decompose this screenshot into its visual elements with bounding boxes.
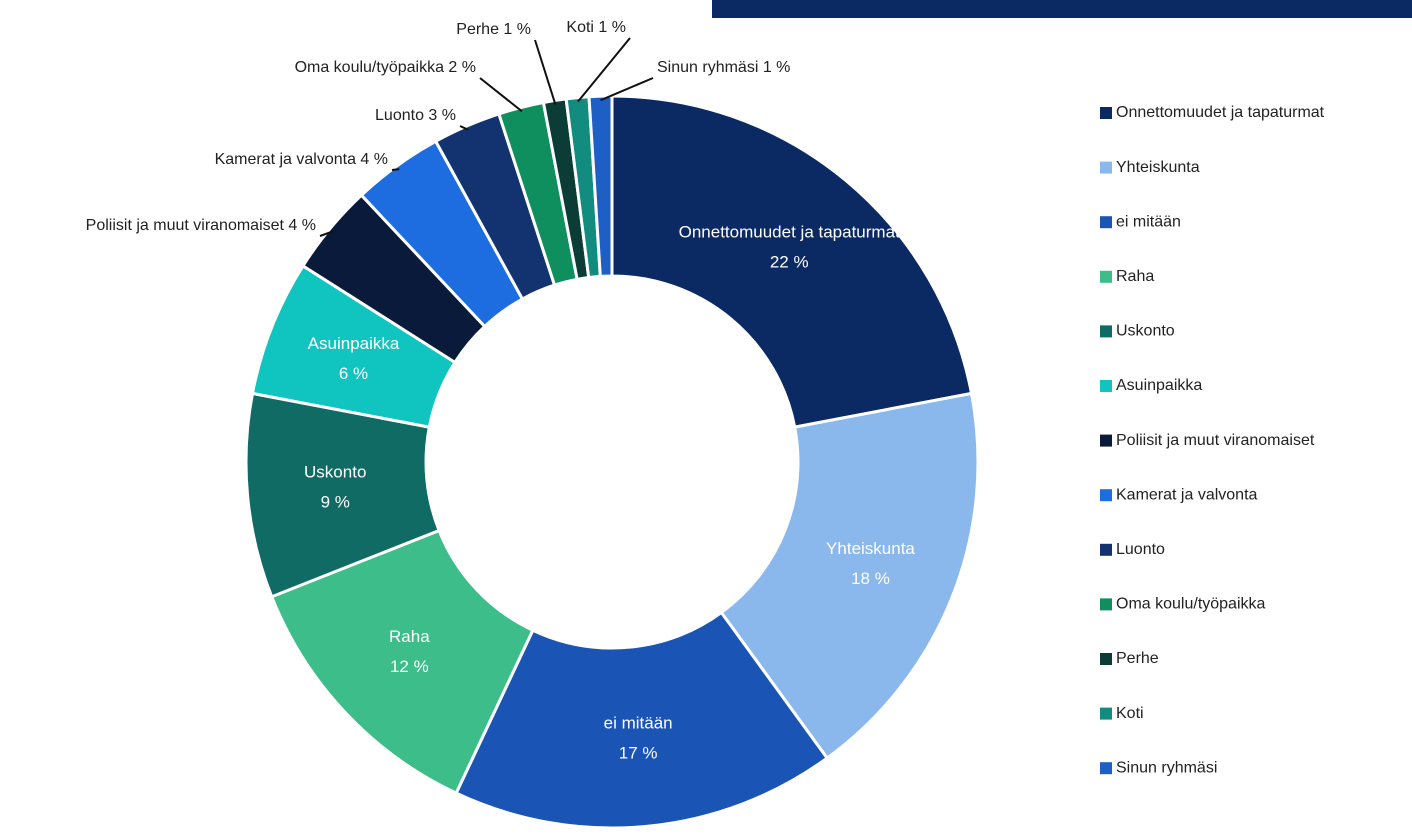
legend-label: Uskonto	[1116, 323, 1175, 340]
outside-label: Luonto 3 %	[375, 107, 456, 124]
label-value: 4 %	[288, 217, 316, 234]
value-label: 18 %	[851, 569, 890, 588]
value-label: 22 %	[770, 252, 809, 271]
legend-label: Kamerat ja valvonta	[1116, 486, 1258, 503]
legend-swatch	[1100, 598, 1112, 611]
label-value: 3 %	[428, 107, 456, 124]
slice-label: Uskonto	[304, 463, 366, 482]
slice	[587, 94, 614, 278]
legend-label: Poliisit ja muut viranomaiset	[1116, 432, 1315, 449]
legend-label: Asuinpaikka	[1116, 377, 1202, 394]
legend-swatch	[1100, 707, 1112, 720]
legend-swatch	[1100, 380, 1112, 392]
label-value: 1 %	[763, 59, 791, 76]
leader-line	[577, 37, 631, 103]
value-label: 9 %	[321, 493, 350, 512]
legend-swatch	[1100, 653, 1112, 665]
slice	[719, 391, 980, 761]
legend-swatch	[1100, 325, 1112, 338]
slice-label: Raha	[389, 627, 430, 646]
value-label: 17 %	[619, 743, 658, 762]
leader-line	[600, 77, 654, 102]
slice	[454, 610, 830, 830]
label-name: Oma koulu/työpaikka	[295, 59, 445, 76]
value-label: 12 %	[390, 657, 429, 676]
label-name: Luonto	[375, 107, 424, 124]
outside-label: Sinun ryhmäsi 1 %	[657, 59, 790, 76]
legend-label: Onnettomuudet ja tapaturmat	[1116, 104, 1325, 121]
legend-swatch	[1100, 270, 1112, 283]
legend-swatch	[1100, 161, 1112, 174]
leader-line	[391, 168, 400, 171]
legend-label: Luonto	[1116, 541, 1165, 558]
outside-label: Koti 1 %	[566, 19, 626, 36]
legend-swatch	[1100, 762, 1112, 775]
value-label: 6 %	[339, 364, 368, 383]
outside-label: Oma koulu/työpaikka 2 %	[295, 59, 476, 76]
legend-swatch	[1100, 216, 1112, 229]
legend-label: Perhe	[1116, 650, 1159, 667]
leader-line	[319, 230, 334, 237]
outside-label: Kamerat ja valvonta 4 %	[215, 151, 388, 168]
slice	[610, 94, 974, 429]
legend-label: Sinun ryhmäsi	[1116, 759, 1217, 776]
label-value: 2 %	[448, 59, 476, 76]
legend-label: Koti	[1116, 705, 1144, 722]
slice-label: Yhteiskunta	[826, 539, 915, 558]
label-value: 4 %	[360, 151, 388, 168]
label-name: Sinun ryhmäsi	[657, 59, 758, 76]
slice-label: Asuinpaikka	[308, 334, 400, 353]
leader-line	[459, 125, 469, 131]
label-name: Koti	[566, 19, 594, 36]
legend-label: ei mitään	[1116, 213, 1181, 230]
label-name: Perhe	[456, 21, 499, 38]
legend-label: Oma koulu/työpaikka	[1116, 596, 1266, 613]
legend-swatch	[1100, 107, 1112, 119]
slice-label: Onnettomuudet ja tapaturmat	[679, 222, 900, 241]
slice	[269, 528, 535, 796]
outside-label: Perhe 1 %	[456, 21, 531, 38]
slice-label: ei mitään	[604, 713, 673, 732]
label-name: Kamerat ja valvonta	[215, 151, 357, 168]
leader-line	[534, 39, 557, 105]
legend-label: Yhteiskunta	[1116, 159, 1200, 176]
legend-swatch	[1100, 489, 1112, 502]
outside-label: Poliisit ja muut viranomaiset 4 %	[86, 217, 316, 234]
header-bar	[712, 0, 1412, 18]
legend-swatch	[1100, 543, 1112, 556]
legend-swatch	[1100, 434, 1112, 447]
legend-label: Raha	[1116, 268, 1154, 285]
leader-line	[479, 77, 523, 113]
label-value: 1 %	[503, 21, 531, 38]
label-name: Poliisit ja muut viranomaiset	[86, 217, 285, 234]
label-value: 1 %	[598, 19, 626, 36]
